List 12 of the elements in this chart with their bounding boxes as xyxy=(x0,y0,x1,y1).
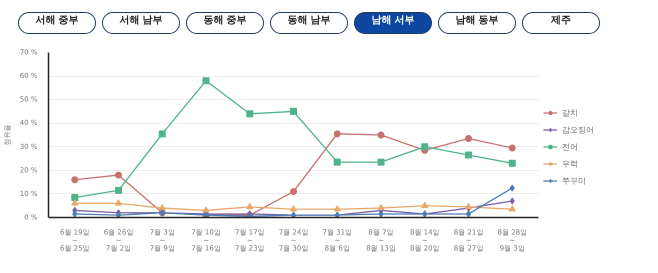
legend-label: 쭈꾸미 xyxy=(562,175,586,186)
text: 남해 동부 xyxy=(438,12,516,34)
legend-label: 갈치 xyxy=(562,107,579,118)
text: 서해 중부 xyxy=(18,12,96,34)
text: 남해 서부 xyxy=(354,12,432,34)
legend-label: 우럭 xyxy=(562,158,579,169)
text: 동해 중부 xyxy=(186,12,264,34)
text: 동해 남부 xyxy=(270,12,348,34)
text: 제주 xyxy=(522,12,600,34)
text: 서해 남부 xyxy=(102,12,180,34)
legend-label: 전어 xyxy=(562,141,579,152)
legend-label: 갑오징어 xyxy=(562,124,594,135)
